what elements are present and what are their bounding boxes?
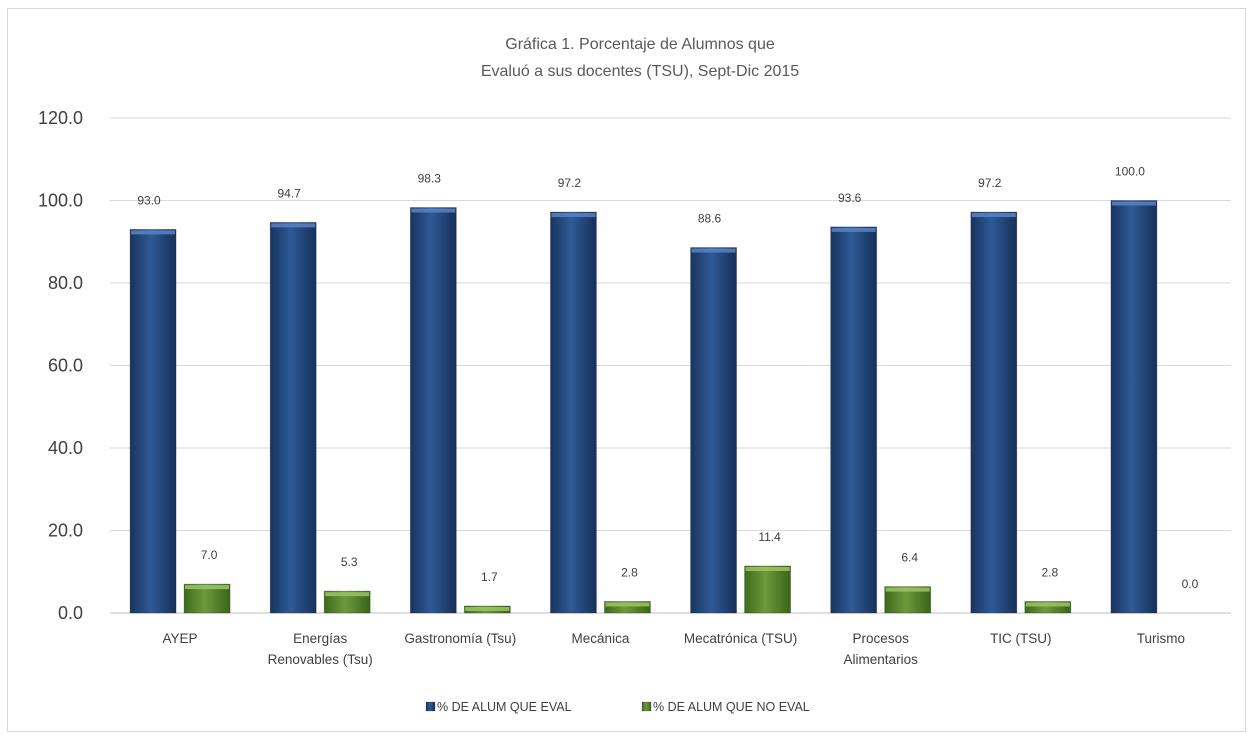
bar-top-highlight [551,213,596,218]
bar-top-highlight [185,585,230,590]
bar-series-1 [830,226,878,614]
bar-series-2 [323,590,371,614]
bar-top-highlight [131,230,176,235]
data-label: 2.8 [1041,565,1058,579]
x-tick-label: Procesos [853,631,910,646]
bar-series-1 [129,228,177,614]
y-tick-label: 40.0 [48,438,83,458]
data-label: 93.0 [137,193,161,207]
bar-top-highlight [831,227,876,232]
bar-series-1 [690,247,737,614]
bar-top-highlight [885,587,930,592]
y-tick-label: 120.0 [38,108,83,128]
bar-series-1 [1110,200,1158,614]
data-label: 11.4 [758,530,781,544]
data-label: 0.0 [1182,577,1199,591]
legend-label: % DE ALUM QUE EVAL [437,700,572,714]
y-tick-label: 20.0 [48,521,83,541]
x-tick-label: Mecatrónica (TSU) [684,631,797,646]
legend-label: % DE ALUM QUE NO EVAL [653,700,810,714]
x-tick-label: TIC (TSU) [990,631,1052,646]
data-label: 97.2 [558,176,582,190]
bar-top-highlight [971,213,1016,218]
x-tick-label: Energías [293,631,347,646]
bar-top-highlight [1111,201,1156,206]
data-label: 5.3 [341,555,358,569]
y-tick-label: 100.0 [38,191,83,211]
chart-title-line-1: Gráfica 1. Porcentaje de Alumnos que [505,36,775,53]
legend-swatch [641,701,652,712]
data-label: 88.6 [698,212,722,226]
bar-top-highlight [605,602,650,607]
data-label: 7.0 [201,548,218,562]
data-label: 94.7 [278,186,302,200]
x-tick-label: AYEP [163,631,198,646]
y-tick-label: 60.0 [48,356,83,376]
data-label: 98.3 [418,172,442,186]
bar-series-2 [744,565,791,614]
bar-series-2 [1024,601,1072,614]
bar-series-1 [409,207,457,614]
bar-top-highlight [465,606,510,611]
bar-top-highlight [745,566,790,571]
bar-series-1 [269,221,317,614]
bar-top-highlight [411,208,456,213]
bar-series-1 [970,211,1018,614]
chart-title-line-2: Evaluó a sus docentes (TSU), Sept-Dic 20… [481,63,799,80]
bar-top-highlight [271,223,316,228]
data-label: 97.2 [978,176,1002,190]
bar-top-highlight [325,592,370,597]
bar-series-1 [550,211,597,614]
y-tick-label: 80.0 [48,273,83,293]
data-label: 2.8 [621,565,638,579]
data-label: 100.0 [1115,165,1145,179]
x-tick-label: Gastronomía (Tsu) [404,631,516,646]
data-label: 1.7 [481,570,498,584]
x-tick-label: Turismo [1137,631,1185,646]
bar-top-highlight [691,248,736,253]
bar-series-2 [604,601,651,614]
data-label: 93.6 [838,191,862,205]
x-tick-label: Mecánica [572,631,630,646]
bar-top-highlight [1025,602,1070,607]
data-label: 6.4 [901,551,918,565]
x-tick-label: Renovables (Tsu) [268,652,373,667]
x-tick-label: Alimentarios [844,652,919,667]
y-tick-label: 0.0 [58,603,83,623]
legend-swatch [425,701,436,712]
